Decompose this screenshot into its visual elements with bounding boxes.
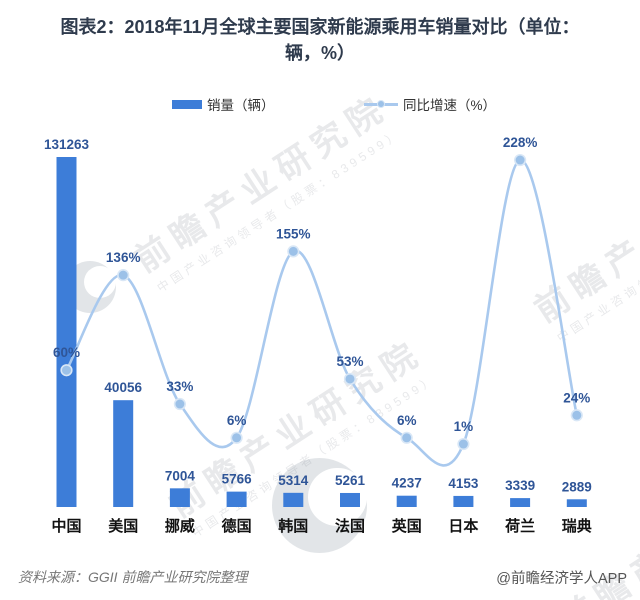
- growth-value-label: 53%: [336, 354, 363, 369]
- sales-bar: [283, 492, 304, 507]
- sales-value-label: 5314: [278, 473, 309, 488]
- legend-label: 销量（辆）: [207, 98, 275, 113]
- growth-marker: [117, 269, 130, 282]
- growth-marker: [400, 431, 413, 444]
- sales-value-label: 4237: [392, 476, 422, 491]
- sales-value-label: 5261: [335, 473, 366, 488]
- growth-marker: [60, 364, 73, 377]
- growth-marker: [457, 437, 470, 451]
- growth-marker: [513, 153, 527, 167]
- growth-value-label: 6%: [227, 413, 247, 428]
- sales-value-label: 2889: [562, 479, 592, 494]
- bar-swatch-icon: [172, 99, 202, 109]
- legend-label: 同比增速（%）: [403, 98, 497, 113]
- sales-bar: [396, 495, 417, 507]
- title-line-2: 辆，%）: [284, 43, 355, 64]
- sales-bar: [510, 498, 531, 507]
- sales-value-label: 4153: [448, 476, 479, 491]
- sales-bar: [340, 492, 360, 507]
- sales-bar: [566, 499, 587, 507]
- growth-value-label: 136%: [106, 250, 141, 265]
- sales-value-label: 40056: [104, 380, 142, 395]
- sales-value-label: 131263: [44, 137, 90, 152]
- category-label: 中国: [51, 517, 81, 535]
- sales-bar: [56, 157, 77, 507]
- growth-marker: [343, 372, 357, 386]
- legend-item-sales: 销量（辆）: [172, 96, 275, 113]
- category-label: 英国: [392, 517, 422, 535]
- growth-value-label: 1%: [454, 419, 474, 434]
- sales-value-label: 3339: [505, 478, 535, 493]
- category-label: 瑞典: [562, 517, 592, 535]
- growth-value-label: 6%: [397, 413, 417, 428]
- category-label: 德国: [222, 517, 252, 535]
- sales-bar: [113, 400, 134, 507]
- source-note: 资料来源：GGII 前瞻产业研究院整理: [18, 569, 248, 585]
- sales-bar: [453, 495, 474, 507]
- page-title: 图表2：2018年11月全球主要国家新能源乘用车销量对比（单位： 辆，%）: [20, 14, 620, 66]
- growth-value-label: 24%: [563, 390, 590, 405]
- growth-value-label: 33%: [166, 379, 193, 394]
- category-label: 韩国: [278, 517, 308, 535]
- growth-value-label: 60%: [53, 345, 80, 360]
- category-label: 荷兰: [505, 517, 535, 535]
- growth-marker: [230, 431, 243, 444]
- title-line-1: 图表2：2018年11月全球主要国家新能源乘用车销量对比（单位：: [60, 17, 580, 37]
- growth-value-label: 155%: [276, 226, 311, 241]
- sales-value-label: 7004: [165, 468, 196, 483]
- legend-item-growth: 同比增速（%）: [364, 96, 497, 113]
- credit-note: @前瞻经济学人APP: [496, 571, 627, 587]
- growth-marker: [287, 245, 300, 258]
- sales-value-label: 5766: [222, 472, 253, 487]
- category-label: 日本: [448, 517, 478, 535]
- growth-value-label: 228%: [503, 135, 538, 150]
- category-label: 美国: [108, 517, 138, 535]
- category-label: 法国: [335, 517, 365, 535]
- growth-marker: [173, 397, 186, 411]
- sales-bar: [169, 488, 190, 507]
- sales-bar: [226, 491, 247, 507]
- category-label: 挪威: [165, 517, 195, 535]
- growth-line: [65, 158, 579, 467]
- line-swatch-icon: [364, 96, 398, 112]
- growth-marker: [570, 409, 583, 422]
